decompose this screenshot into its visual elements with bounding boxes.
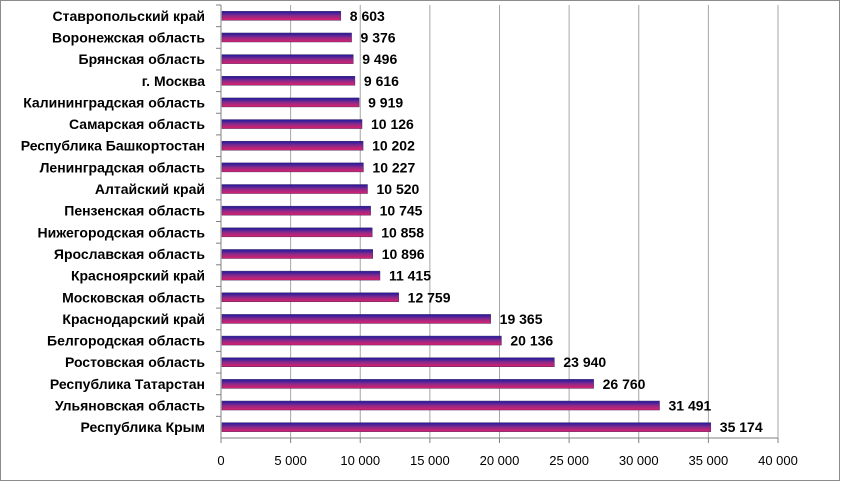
- data-label: 9 919: [368, 94, 403, 110]
- category-label: Ленинградская область: [40, 159, 206, 175]
- x-tick-label: 30 000: [619, 453, 659, 468]
- bar: [221, 97, 360, 108]
- category-label: Ставропольский край: [53, 8, 205, 24]
- data-label: 31 491: [669, 398, 712, 414]
- bar: [221, 335, 502, 346]
- x-tick-label: 15 000: [410, 453, 450, 468]
- bar: [221, 292, 399, 303]
- data-label: 8 603: [350, 8, 385, 24]
- category-label: г. Москва: [142, 73, 205, 89]
- category-label: Краснодарский край: [62, 311, 205, 327]
- category-label: Ярославская область: [54, 246, 206, 262]
- category-label: Красноярский край: [71, 268, 205, 284]
- axes: [216, 4, 779, 443]
- x-tick-label: 35 000: [688, 453, 728, 468]
- bar: [221, 205, 371, 216]
- data-label: 10 126: [371, 116, 414, 132]
- data-label: 35 174: [720, 419, 763, 435]
- category-label: Брянская область: [79, 51, 206, 67]
- data-label: 11 415: [389, 268, 431, 284]
- x-tick-label: 40 000: [758, 453, 798, 468]
- bar: [221, 400, 660, 411]
- data-label: 19 365: [500, 311, 543, 327]
- bar: [221, 249, 373, 259]
- category-label: Нижегородская область: [38, 224, 206, 240]
- category-label: Ростовская область: [65, 354, 205, 370]
- data-label: 10 227: [372, 159, 415, 175]
- bar: [221, 140, 364, 151]
- x-tick-label: 10 000: [340, 453, 380, 468]
- bar: [221, 162, 364, 173]
- data-label: 9 616: [364, 73, 399, 89]
- category-label: Воронежская область: [52, 29, 205, 45]
- data-label: 12 759: [408, 289, 451, 305]
- gridlines: [290, 5, 779, 438]
- data-label: 26 760: [603, 376, 646, 392]
- bar: [221, 119, 363, 129]
- x-tick-label: 25 000: [549, 453, 589, 468]
- x-tick-label: 0: [217, 453, 224, 468]
- category-label: Белгородская область: [47, 333, 205, 349]
- category-label: Республика Башкортостан: [21, 138, 205, 154]
- bar: [221, 314, 491, 324]
- data-label: 23 940: [563, 354, 606, 370]
- data-label: 10 520: [376, 181, 419, 197]
- data-label: 9 376: [361, 29, 396, 45]
- data-label: 20 136: [510, 333, 553, 349]
- category-label: Самарская область: [69, 116, 205, 132]
- data-label: 10 745: [380, 203, 423, 219]
- category-label: Калининградская область: [23, 94, 205, 110]
- bar: [221, 270, 381, 281]
- data-label: 10 896: [382, 246, 425, 262]
- category-label: Алтайский край: [95, 181, 205, 197]
- bar: [221, 32, 352, 43]
- bars: [221, 11, 712, 432]
- category-label: Пензенская область: [64, 203, 205, 219]
- category-label: Республика Татарстан: [50, 376, 205, 392]
- x-tick-label: 5 000: [274, 453, 307, 468]
- data-label: 10 202: [372, 138, 415, 154]
- bar: [221, 379, 594, 389]
- bar: [221, 184, 368, 194]
- data-label: 9 496: [362, 51, 397, 67]
- category-label: Ульяновская область: [55, 398, 206, 414]
- x-tick-label: 20 000: [480, 453, 520, 468]
- bar: [221, 357, 555, 367]
- category-label: Республика Крым: [80, 419, 205, 435]
- labels: 0 5 000 10 000 15 000 20 000 25 000 30 000 35 0…: [21, 8, 798, 468]
- bar: [221, 76, 356, 86]
- category-label: Московская область: [62, 289, 205, 305]
- bar: [221, 227, 373, 238]
- bar: [221, 11, 342, 21]
- bar: [221, 54, 354, 64]
- data-label: 10 858: [381, 224, 424, 240]
- bar: [221, 422, 712, 432]
